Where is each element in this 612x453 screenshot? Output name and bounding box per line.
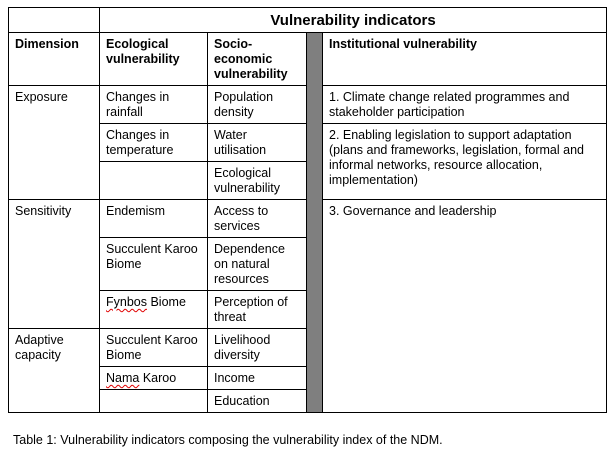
socio-cell: Income: [207, 366, 307, 390]
ecological-cell: Succulent Karoo Biome: [99, 237, 208, 291]
table-row: Sensitivity Endemism Access to services …: [8, 199, 608, 413]
socio-cell: Water utilisation: [207, 123, 307, 162]
vulnerability-table: Vulnerability indicators Dimension Ecolo…: [8, 7, 608, 413]
ecological-cell: Endemism: [99, 199, 208, 238]
table-row: Education: [9, 389, 607, 413]
ecological-cell: Succulent Karoo Biome: [99, 328, 208, 367]
table-row: Nama Karoo Income: [9, 366, 607, 390]
header-institutional: Institutional vulnerability: [321, 32, 608, 86]
spellcheck-word: Fynbos: [106, 295, 147, 309]
header-row: Dimension Ecological vulnerability Socio…: [8, 32, 608, 413]
header-socio-economic: Socio-economic vulnerability: [207, 32, 307, 86]
ecological-cell: Changes in rainfall: [99, 85, 208, 124]
socio-cell: Livelihood diversity: [207, 328, 307, 367]
title-row: Vulnerability indicators: [8, 7, 608, 33]
spellcheck-word: Nama: [106, 371, 140, 385]
socio-cell: Dependence on natural resources: [207, 237, 307, 291]
header-ecological: Ecological vulnerability: [99, 32, 208, 86]
header-dimension: Dimension: [8, 32, 100, 86]
institutional-cell: 2. Enabling legislation to support adapt…: [321, 123, 608, 200]
socio-cell: Access to services: [207, 199, 307, 238]
table-row: Succulent Karoo Biome Dependence on natu…: [9, 237, 607, 291]
table-row: Changes in temperature Water utilisation…: [9, 123, 608, 200]
cell-text: Biome: [147, 295, 186, 309]
socio-cell: Education: [207, 389, 307, 413]
table-caption: Table 1: Vulnerability indicators compos…: [13, 433, 443, 447]
dimension-adaptive-capacity: Adaptive capacity: [8, 328, 100, 413]
socio-cell: Population density: [207, 85, 307, 124]
table-row: Exposure Changes in rainfall Population …: [8, 85, 608, 200]
dimension-sensitivity: Sensitivity: [8, 199, 100, 329]
cell-text: Karoo: [139, 371, 177, 385]
ecological-cell: [99, 389, 208, 413]
socio-cell: Ecological vulnerability: [207, 161, 307, 200]
institutional-cell: 1. Climate change related programmes and…: [321, 85, 608, 124]
socio-cell: Perception of threat: [207, 290, 307, 329]
dimension-exposure: Exposure: [8, 85, 100, 200]
ecological-cell: [99, 161, 208, 200]
gray-separator-column: [306, 32, 323, 413]
corner-cell: [8, 7, 100, 33]
ecological-cell: Changes in temperature: [99, 123, 208, 162]
ecological-cell: Nama Karoo: [99, 366, 208, 390]
table-row: Adaptive capacity Succulent Karoo Biome …: [8, 328, 607, 413]
ecological-cell: Fynbos Biome: [99, 290, 208, 329]
table-title: Vulnerability indicators: [98, 7, 608, 33]
table-row: Fynbos Biome Perception of threat: [9, 290, 607, 329]
institutional-cell: 3. Governance and leadership: [321, 199, 608, 413]
